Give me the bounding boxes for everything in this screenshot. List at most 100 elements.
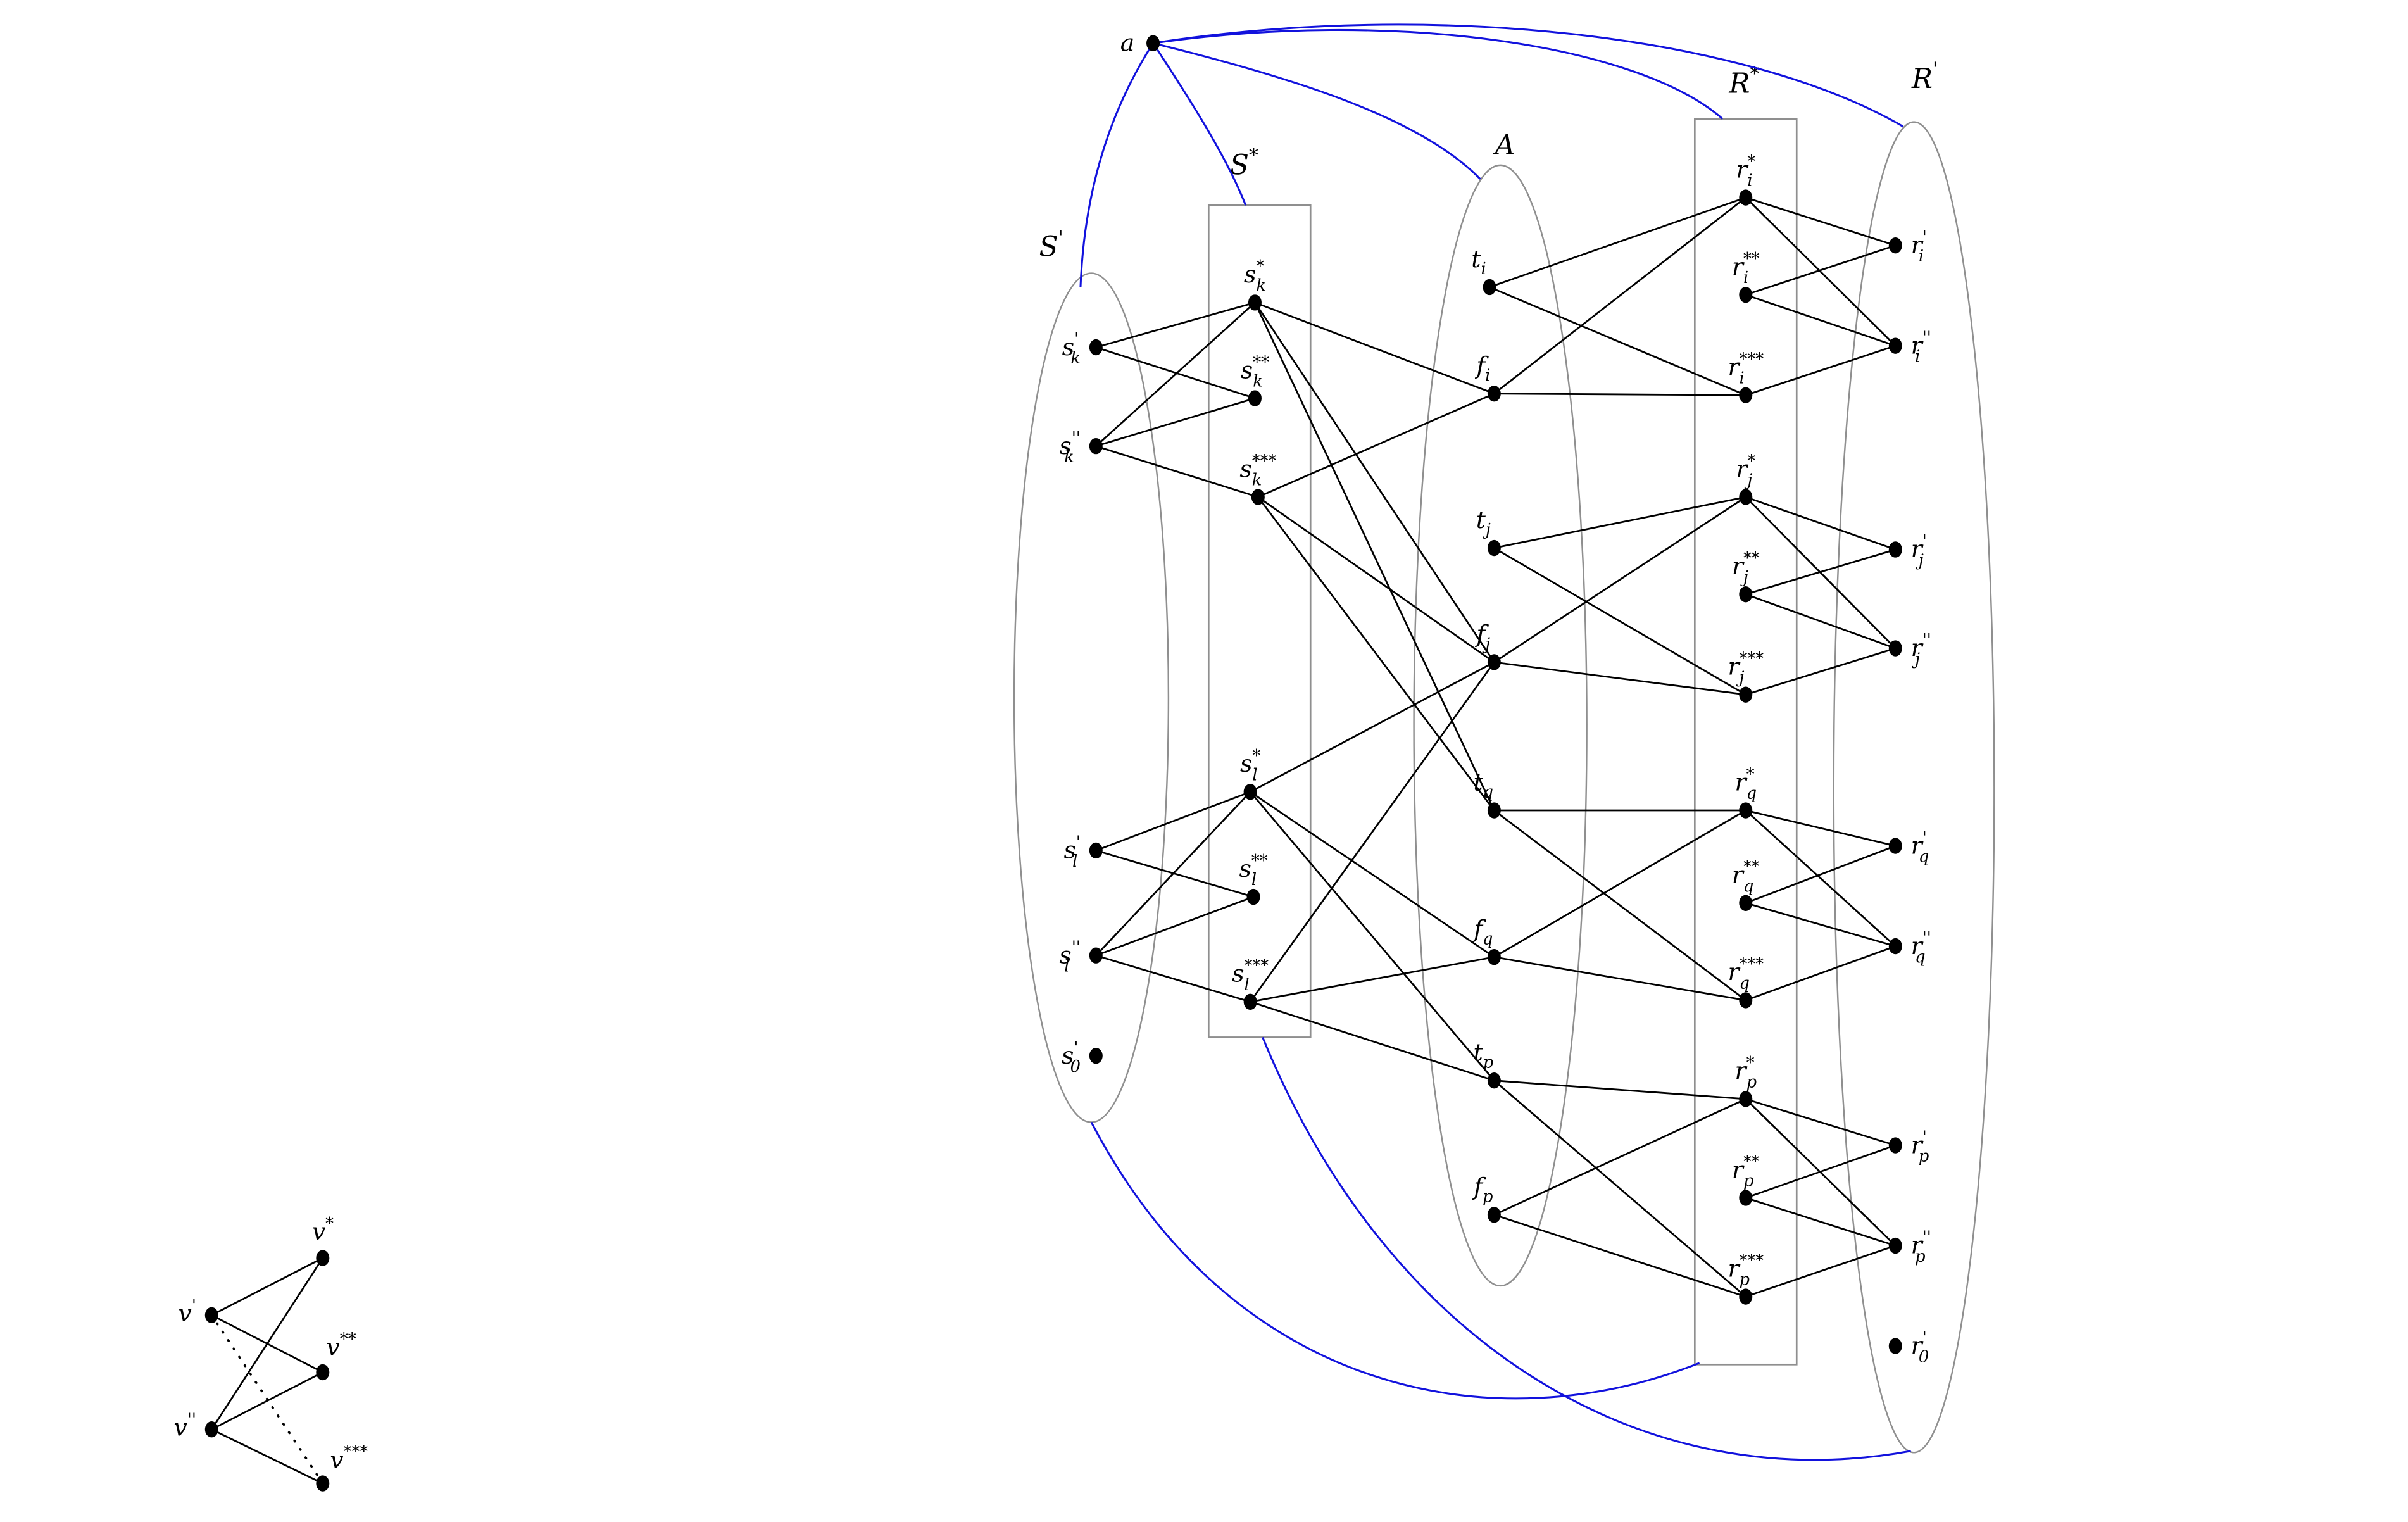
edge-r1i-rppi [1745, 197, 1897, 347]
edge-spl-s1l [1095, 791, 1251, 852]
node-r3j [1739, 686, 1753, 703]
edge-s1k-fj [1254, 302, 1495, 663]
node-r2i [1739, 287, 1753, 303]
edge-tp-r3p [1493, 1079, 1746, 1298]
node-ti [1483, 279, 1496, 296]
edge-r2p-rpp [1745, 1144, 1896, 1199]
node-label-vp: v' [178, 1296, 196, 1327]
node-label-r1p: r* p [1735, 1053, 1757, 1091]
node-s1k [1248, 294, 1262, 311]
edge-r1q-rpq [1745, 809, 1896, 847]
node-rppj [1888, 640, 1902, 657]
node-r1i [1739, 189, 1753, 206]
apex-edge-a-A-top [1153, 42, 1481, 180]
group-label-R-prime: R' [1911, 58, 1938, 95]
node-label-a: a [1120, 28, 1135, 56]
edge-spl-s2l [1095, 850, 1254, 898]
node-v2 [316, 1364, 330, 1381]
edge-r2q-rppq [1745, 902, 1896, 947]
node-label-sp0: s' 0 [1062, 1038, 1081, 1076]
edge-r2j-rppj [1745, 593, 1896, 650]
node-label-r1i: r* i [1736, 152, 1755, 190]
node-rpq [1888, 838, 1902, 854]
edge-s3l-fq [1250, 956, 1495, 1003]
node-label-tq: tq [1473, 768, 1493, 802]
node-label-fp: fp [1472, 1173, 1493, 1206]
edge-vpp-v3 [211, 1428, 323, 1485]
edge-fp-r1p [1493, 1098, 1746, 1216]
node-s2l [1246, 888, 1260, 905]
apex-edge-S-star-bottom-R-prime-bottom [1262, 1036, 1911, 1461]
node-a [1146, 35, 1160, 51]
node-label-r2q: r** q [1732, 858, 1760, 896]
edge-sppl-s3l [1095, 954, 1251, 1003]
edge-r3p-rppp [1745, 1245, 1896, 1298]
edge-sppl-s1l [1095, 791, 1251, 957]
node-r3i [1739, 387, 1753, 403]
node-label-s2k: s** k [1241, 353, 1269, 391]
node-rppp [1888, 1237, 1902, 1254]
edge-r3q-rppq [1745, 945, 1896, 1002]
edge-s1l-tp [1250, 791, 1495, 1081]
node-label-r1j: r* j [1736, 451, 1755, 489]
apex-edge-a-R-prime-top [1153, 23, 1904, 128]
node-label-ti: ti [1471, 245, 1486, 279]
node-label-rpp: r' p [1911, 1128, 1929, 1166]
node-label-s3l: s*** l [1232, 957, 1269, 995]
edge-s3l-tp [1250, 1001, 1495, 1082]
node-label-s3k: s*** k [1239, 451, 1276, 489]
node-s3l [1243, 993, 1257, 1010]
node-spk [1089, 339, 1103, 356]
edge-s1k-fi [1254, 301, 1495, 395]
node-fq [1487, 948, 1501, 965]
node-v3 [316, 1475, 330, 1492]
apex-edge-a-S-prime-top [1079, 42, 1154, 287]
apex-edge-a-S-star-top [1152, 42, 1247, 206]
edge-sppk-s2k [1095, 397, 1255, 447]
node-fi [1487, 386, 1501, 402]
node-vpp [204, 1421, 218, 1438]
edge-sppk-s3k [1095, 445, 1258, 498]
node-rppq [1888, 938, 1902, 955]
node-sppl [1089, 947, 1103, 964]
group-outline-R-star [1693, 118, 1798, 1366]
edge-s1l-fq [1250, 791, 1495, 958]
edge-r1j-rpj [1745, 496, 1896, 551]
node-label-v2: v** [327, 1330, 356, 1361]
node-r2q [1739, 895, 1753, 911]
node-label-r2j: r** j [1732, 549, 1760, 587]
edge-fi-r3i [1494, 393, 1746, 396]
edge-fp-r3p [1493, 1214, 1746, 1298]
node-label-v3: v*** [330, 1443, 368, 1474]
node-label-rpi: r' i [1911, 228, 1927, 266]
edge-s3k-fi [1257, 393, 1495, 498]
node-sppk [1089, 437, 1103, 455]
edge-fj-r1j [1493, 496, 1746, 664]
node-tj [1487, 539, 1501, 557]
edge-s1k-tq [1254, 302, 1495, 811]
edge-vpp-v1 [211, 1257, 324, 1430]
node-label-r2p: r** p [1732, 1152, 1760, 1190]
edge-r2p-rppp [1745, 1197, 1896, 1247]
node-r3q [1739, 992, 1753, 1009]
group-outline-A [1413, 164, 1588, 1287]
node-label-rp0: r' 0 [1911, 1328, 1929, 1366]
node-label-fi: fi [1474, 351, 1490, 385]
node-vp [204, 1307, 218, 1323]
edge-s3l-fj [1250, 662, 1495, 1003]
node-label-rppj: r'' j [1911, 631, 1931, 669]
edge-vp-v1 [211, 1257, 323, 1316]
node-r2j [1739, 586, 1753, 603]
apex-edge-S-prime-bottom-R-star-bottom [1090, 1121, 1700, 1400]
node-fp [1487, 1207, 1501, 1223]
node-rpj [1888, 541, 1902, 558]
edge-s3k-fj [1257, 496, 1495, 664]
node-rp0 [1888, 1338, 1902, 1354]
edge-tp-r1p [1494, 1079, 1746, 1100]
edge-r1i-rpi [1745, 196, 1896, 246]
node-r3p [1739, 1288, 1753, 1305]
node-label-v1: v* [312, 1214, 334, 1245]
group-label-S-star: S* [1230, 145, 1258, 182]
edge-s3k-tq [1257, 496, 1495, 811]
